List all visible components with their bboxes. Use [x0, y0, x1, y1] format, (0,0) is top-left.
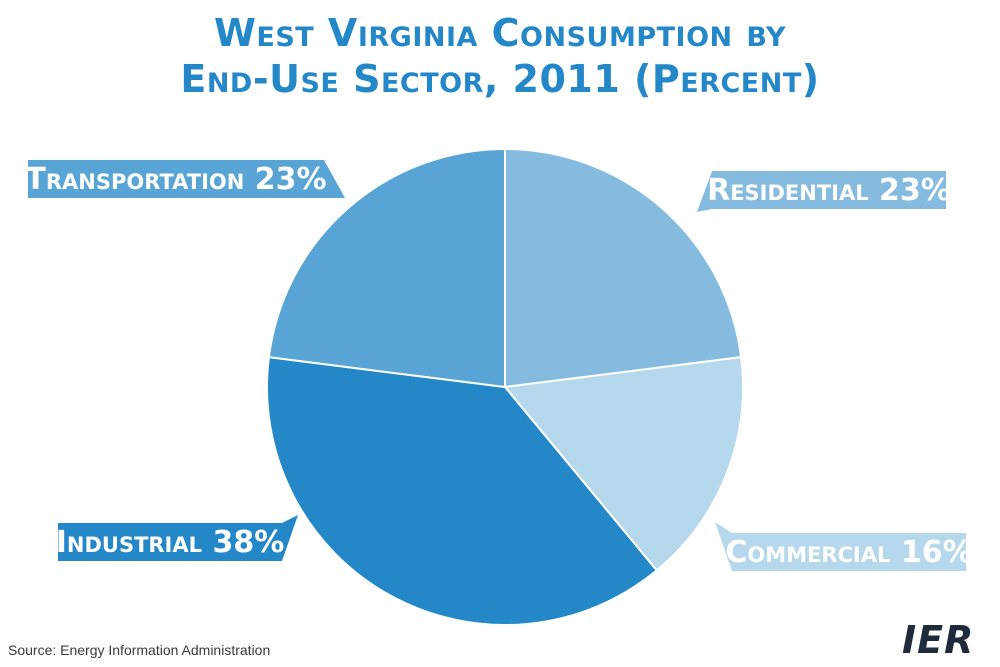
source-note: Source: Energy Information Administratio… — [8, 642, 271, 658]
slice-label-text: Transportation 23% — [25, 162, 326, 197]
slice-label-transportation: Transportation 23% — [25, 160, 345, 198]
pie-slice-residential — [504, 147, 743, 389]
ier-logo: IER — [902, 618, 975, 662]
pie-labels: Residential 23% Commercial 16% Industrial … — [25, 160, 973, 571]
slice-label-box — [28, 160, 345, 198]
chart-title-line-2: End-Use Sector, 2011 (Percent) — [180, 57, 820, 101]
slice-label-text: Commercial 16% — [725, 535, 972, 570]
slice-label-text: Industrial 38% — [56, 525, 285, 560]
slice-label-commercial: Commercial 16% — [715, 522, 973, 571]
slice-label-industrial: Industrial 38% — [56, 515, 298, 561]
slice-label-box — [58, 515, 298, 561]
pie-slice-transportation — [267, 147, 506, 389]
slice-label-box — [715, 522, 966, 571]
pie-slice-commercial — [503, 356, 744, 572]
slice-label-box — [697, 171, 946, 212]
chart-title: West Virginia Consumption by End-Use Sec… — [0, 10, 1000, 102]
chart-title-line-1: West Virginia Consumption by — [213, 11, 787, 55]
slice-label-residential: Residential 23% — [697, 171, 951, 212]
pie-slice-industrial — [266, 356, 659, 626]
pie-slices — [266, 147, 744, 626]
slice-label-text: Residential 23% — [707, 173, 951, 208]
